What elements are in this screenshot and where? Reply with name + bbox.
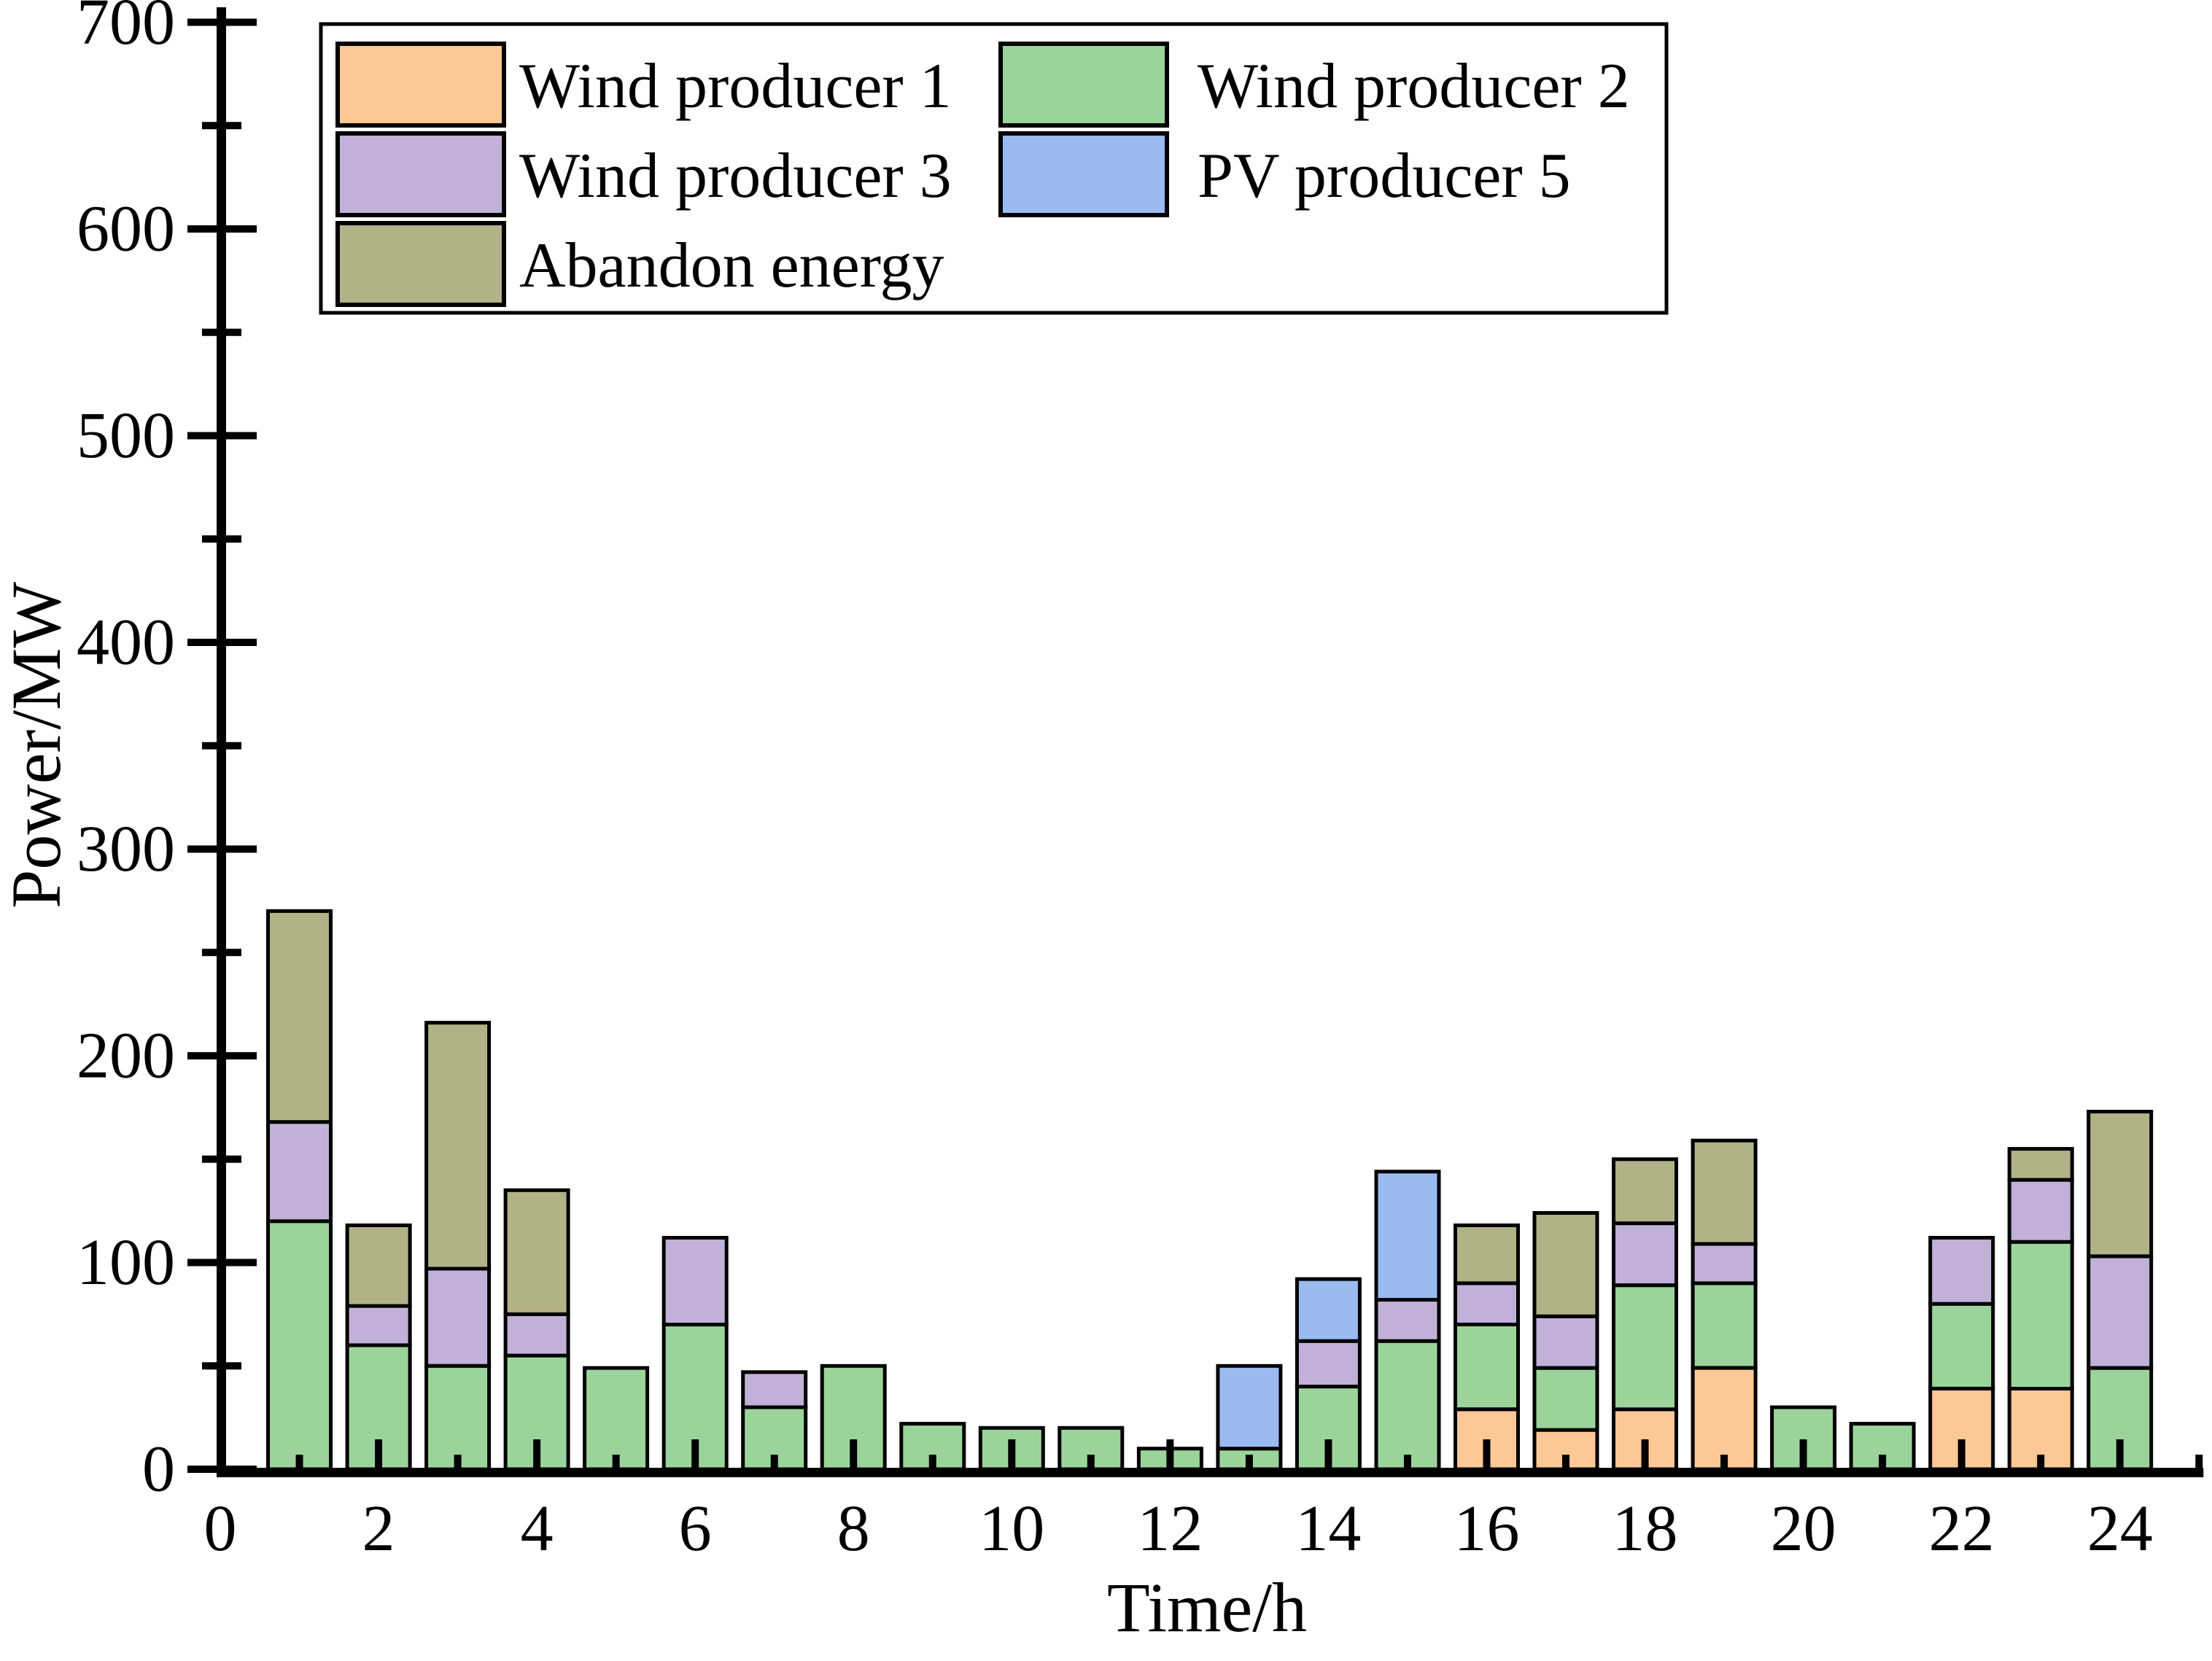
bar-segment-h5-wind-producer-2 [583, 1366, 650, 1471]
bar-segment-h15-wind-producer-3 [1374, 1298, 1441, 1343]
legend-label-pv-producer-5: PV producer 5 [1198, 141, 1571, 211]
bar-segment-h19-wind-producer-3 [1691, 1242, 1758, 1285]
bar-segment-h17-wind-producer-2 [1532, 1366, 1599, 1432]
legend: Wind producer 1 Wind producer 2 Wind produ… [319, 22, 1669, 315]
x-tick-label-2: 2 [362, 1493, 395, 1565]
bar-segment-h18-wind-producer-2 [1612, 1283, 1678, 1412]
legend-label-abandon-energy: Abandon energy [519, 230, 944, 301]
bar-segment-h19-wind-producer-1 [1691, 1366, 1758, 1471]
bar-segment-h15-wind-producer-2 [1374, 1339, 1441, 1471]
x-tick-label-10: 10 [979, 1493, 1044, 1565]
bar-segment-h7-wind-producer-3 [741, 1370, 808, 1409]
bar-segment-h17-wind-producer-3 [1532, 1314, 1599, 1370]
bar-segment-h15-pv-producer-5 [1374, 1170, 1441, 1302]
bar-segment-h3-wind-producer-2 [424, 1364, 492, 1471]
bar-segment-h23-wind-producer-3 [2007, 1178, 2074, 1244]
bar-segment-h4-abandon-energy [503, 1188, 570, 1316]
y-axis-title: Power/MW [0, 582, 75, 909]
legend-label-wind-producer-2: Wind producer 2 [1198, 51, 1630, 122]
y-tick-label-500: 500 [77, 400, 175, 472]
legend-swatch-wind-producer-3 [335, 131, 506, 217]
y-tick-label-300: 300 [77, 813, 175, 885]
legend-label-wind-producer-3: Wind producer 3 [519, 141, 952, 211]
bar-segment-h2-abandon-energy [345, 1224, 412, 1308]
bar-segment-h24-abandon-energy [2087, 1110, 2154, 1259]
x-tick-label-22: 22 [1929, 1493, 1995, 1565]
legend-box [319, 22, 1669, 315]
y-tick-label-700: 700 [77, 0, 175, 58]
bar-segment-h23-wind-producer-2 [2007, 1240, 2074, 1390]
tick-labels-group: 0 2 4 6 8 10 12 14 16 18 20 22 240100200300400500600… [77, 0, 2153, 1565]
bar-segment-h4-wind-producer-3 [503, 1312, 570, 1358]
x-tick-label-14: 14 [1295, 1493, 1361, 1565]
legend-swatch-abandon-energy [335, 221, 506, 307]
bar-segment-h14-wind-producer-3 [1295, 1339, 1362, 1389]
bar-segment-h1-wind-producer-3 [266, 1120, 333, 1224]
x-axis-title: Time/h [1107, 1568, 1307, 1646]
bar-segment-h22-wind-producer-2 [1928, 1302, 1995, 1390]
y-tick-label-0: 0 [142, 1434, 175, 1506]
bar-segment-h6-wind-producer-3 [661, 1236, 729, 1327]
x-tick-label-24: 24 [2087, 1493, 2153, 1565]
bar-segment-h19-wind-producer-2 [1691, 1281, 1758, 1370]
bar-segment-h16-wind-producer-2 [1454, 1323, 1520, 1412]
bar-segment-h13-pv-producer-5 [1216, 1364, 1283, 1451]
bar-segment-h1-wind-producer-2 [266, 1219, 333, 1471]
bar-segment-h22-wind-producer-3 [1928, 1236, 1995, 1306]
axes-group [187, 7, 2204, 1477]
bar-segment-h1-abandon-energy [266, 909, 333, 1124]
y-tick-label-600: 600 [77, 193, 175, 265]
bar-segment-h2-wind-producer-3 [345, 1304, 412, 1347]
bar-segment-h18-abandon-energy [1612, 1157, 1678, 1226]
y-tick-label-200: 200 [77, 1020, 175, 1092]
x-tick-label-16: 16 [1454, 1493, 1519, 1565]
x-tick-label-4: 4 [521, 1493, 554, 1565]
bar-segment-h16-abandon-energy [1454, 1224, 1520, 1285]
bars-group [266, 909, 2154, 1471]
x-tick-label-0: 0 [204, 1493, 237, 1565]
x-tick-label-18: 18 [1613, 1493, 1678, 1565]
x-tick-label-6: 6 [679, 1493, 712, 1565]
bar-segment-h14-pv-producer-5 [1295, 1277, 1362, 1343]
legend-swatch-pv-producer-5 [998, 131, 1169, 217]
bar-segment-h19-abandon-energy [1691, 1138, 1758, 1246]
bar-segment-h18-wind-producer-3 [1612, 1221, 1678, 1288]
bar-segment-h3-wind-producer-3 [424, 1267, 492, 1368]
x-tick-label-20: 20 [1771, 1493, 1836, 1565]
y-tick-label-100: 100 [77, 1226, 175, 1299]
bar-segment-h24-wind-producer-3 [2087, 1254, 2154, 1370]
bar-segment-h3-abandon-energy [424, 1021, 492, 1271]
legend-swatch-wind-producer-2 [998, 42, 1169, 128]
legend-swatch-wind-producer-1 [335, 42, 506, 128]
x-tick-label-12: 12 [1137, 1493, 1203, 1565]
x-tick-label-8: 8 [837, 1493, 870, 1565]
bar-segment-h23-abandon-energy [2007, 1147, 2074, 1182]
bar-segment-h17-abandon-energy [1532, 1211, 1599, 1318]
y-tick-label-400: 400 [77, 607, 175, 679]
bar-segment-h16-wind-producer-3 [1454, 1281, 1520, 1327]
legend-label-wind-producer-1: Wind producer 1 [519, 51, 952, 122]
